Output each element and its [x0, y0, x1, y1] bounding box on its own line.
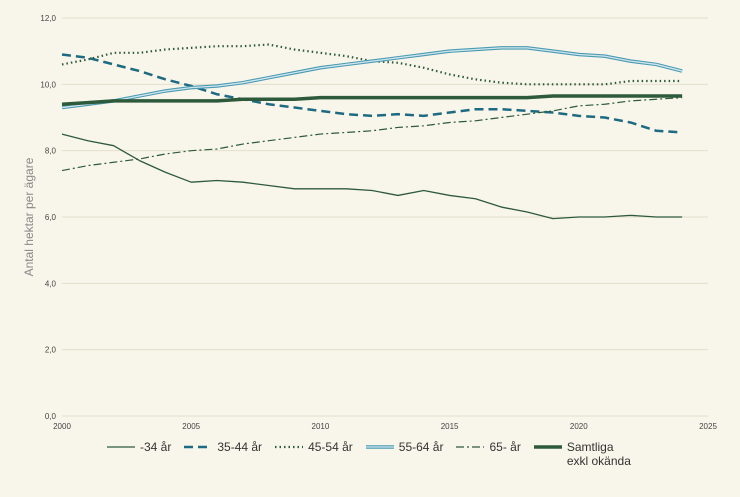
legend-label: 35-44 år: [217, 440, 263, 454]
x-tick-labels: 2000 2005 2010 2015 2020 2025: [53, 422, 717, 431]
grid-lines: [62, 17, 708, 417]
y-tick-label: 12,0: [40, 14, 56, 23]
legend-item: 45-54 år: [274, 440, 353, 454]
x-tick-label: 2020: [570, 422, 588, 431]
series-line: [61, 133, 683, 220]
x-tick-label: 2015: [441, 422, 459, 431]
legend-item: Samtliga exkl okända: [533, 440, 637, 468]
legend-label: -34 år: [140, 440, 172, 454]
legend-label: 45-54 år: [308, 440, 353, 454]
y-tick-label: 0,0: [45, 412, 57, 421]
series-line: [61, 47, 683, 109]
legend-item: 65- år: [455, 440, 521, 454]
legend-label: Samtliga exkl okända: [566, 440, 631, 468]
series-1: [61, 53, 683, 134]
legend-swatch: [533, 445, 562, 449]
legend-label: 55-64 år: [398, 440, 444, 454]
series-line: [61, 43, 683, 86]
x-tick-label: 2005: [182, 422, 200, 431]
legend-item: -34 år: [106, 440, 171, 454]
y-tick-label: 4,0: [45, 279, 57, 288]
legend-swatch: [456, 446, 485, 448]
series-4: [61, 97, 683, 172]
legend-swatch: [275, 445, 304, 449]
x-tick-label: 2025: [699, 422, 717, 431]
legend: -34 år 35-44 år 45-54 år 55-64 år 65- år Samt…: [106, 440, 649, 468]
series-line: [61, 97, 683, 172]
series-line: [61, 94, 683, 106]
legend-swatch: [107, 446, 135, 448]
series-0: [61, 133, 683, 220]
legend-item: 35-44 år: [183, 440, 262, 454]
x-tick-label: 2000: [53, 422, 71, 431]
series-3: [61, 46, 683, 110]
series-line: [61, 53, 683, 134]
x-tick-label: 2010: [312, 422, 330, 431]
y-tick-label: 10,0: [40, 80, 56, 89]
series-2: [61, 43, 683, 86]
legend-swatch: [365, 445, 394, 449]
y-tick-label: 2,0: [45, 346, 57, 355]
y-tick-labels: 0,0 2,0 4,0 6,0 8,0 10,0 12,0: [40, 14, 56, 421]
y-axis-label: Antal hektar per ägare: [22, 157, 36, 276]
y-tick-label: 6,0: [45, 213, 57, 222]
y-tick-label: 8,0: [45, 147, 57, 156]
legend-item: 55-64 år: [365, 440, 444, 454]
legend-label: 65- år: [489, 440, 521, 454]
legend-swatch: [184, 445, 213, 449]
series-5: [61, 94, 683, 106]
series-lines: [61, 43, 683, 220]
